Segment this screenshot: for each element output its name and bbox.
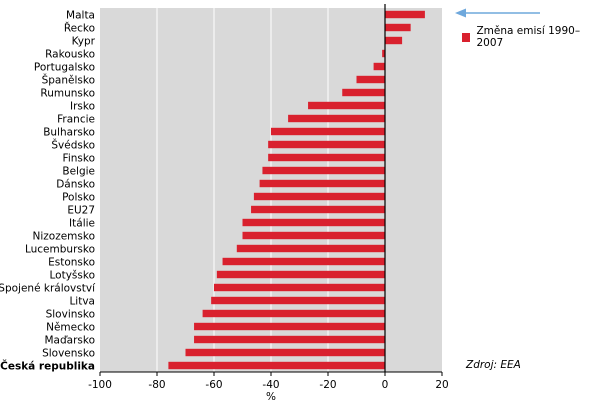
- category-label: Itálie: [69, 217, 95, 229]
- bar: [194, 335, 385, 344]
- category-label: Kypr: [72, 35, 96, 47]
- bar: [382, 49, 385, 58]
- bar: [356, 75, 385, 84]
- category-label: Slovinsko: [46, 308, 95, 320]
- category-label: Švédsko: [51, 138, 95, 151]
- category-label: Slovensko: [42, 347, 95, 359]
- category-label: Rumunsko: [40, 87, 95, 99]
- direction-arrow-head: [455, 8, 466, 18]
- category-label: Francie: [57, 113, 95, 125]
- bar: [216, 270, 385, 279]
- category-label: Řecko: [64, 21, 95, 34]
- category-label: Nizozemsko: [32, 230, 95, 242]
- source-note: Zdroj: EEA: [466, 359, 521, 371]
- category-label: Bulharsko: [43, 126, 95, 138]
- category-label: Německo: [46, 321, 95, 333]
- category-label: Španělsko: [42, 73, 95, 86]
- bar: [342, 88, 385, 97]
- category-label: Finsko: [63, 152, 95, 164]
- bar: [194, 322, 385, 331]
- bar: [308, 101, 385, 110]
- x-axis-label: %: [266, 391, 276, 403]
- bar: [242, 231, 385, 240]
- x-tick-label: 20: [435, 379, 448, 391]
- category-label: Polsko: [62, 191, 95, 203]
- bar: [168, 361, 385, 370]
- bar: [211, 296, 385, 305]
- bar: [385, 10, 425, 19]
- bar: [253, 192, 385, 201]
- category-label: Belgie: [62, 165, 95, 177]
- category-label: Lotyšsko: [50, 269, 96, 281]
- bar: [288, 114, 385, 123]
- x-tick-label: -60: [205, 379, 222, 391]
- bar: [262, 166, 385, 175]
- legend-swatch: [462, 32, 471, 42]
- x-tick-label: -40: [262, 379, 279, 391]
- bar: [385, 36, 403, 45]
- bar: [259, 179, 385, 188]
- legend-label: Změna emisí 1990–2007: [476, 25, 581, 49]
- bar: [202, 309, 385, 318]
- category-label: Irsko: [70, 100, 95, 112]
- legend: Změna emisí 1990–2007: [462, 25, 599, 49]
- bar: [185, 348, 385, 357]
- x-tick-label: -20: [319, 379, 336, 391]
- category-label: Estonsko: [48, 256, 95, 268]
- bar: [268, 153, 385, 162]
- category-label: Litva: [69, 295, 95, 307]
- bar: [214, 283, 385, 292]
- bar: [242, 218, 385, 227]
- x-tick-label: 0: [382, 379, 389, 391]
- bar: [222, 257, 385, 266]
- category-label: Spojené království: [0, 282, 96, 294]
- bar: [236, 244, 385, 253]
- x-tick-label: -100: [88, 379, 112, 391]
- category-label: EU27: [67, 204, 95, 216]
- category-label: Lucembursko: [25, 243, 95, 255]
- bar: [251, 205, 385, 214]
- category-label: Česká republika: [0, 359, 95, 372]
- x-tick-label: -80: [148, 379, 165, 391]
- bar: [271, 127, 385, 136]
- bar: [373, 62, 385, 71]
- category-label: Malta: [66, 9, 95, 21]
- bar: [385, 23, 411, 32]
- bar: [268, 140, 385, 149]
- category-label: Maďarsko: [44, 334, 95, 346]
- category-label: Rakousko: [45, 48, 95, 60]
- category-label: Portugalsko: [34, 61, 95, 73]
- category-label: Dánsko: [56, 178, 95, 190]
